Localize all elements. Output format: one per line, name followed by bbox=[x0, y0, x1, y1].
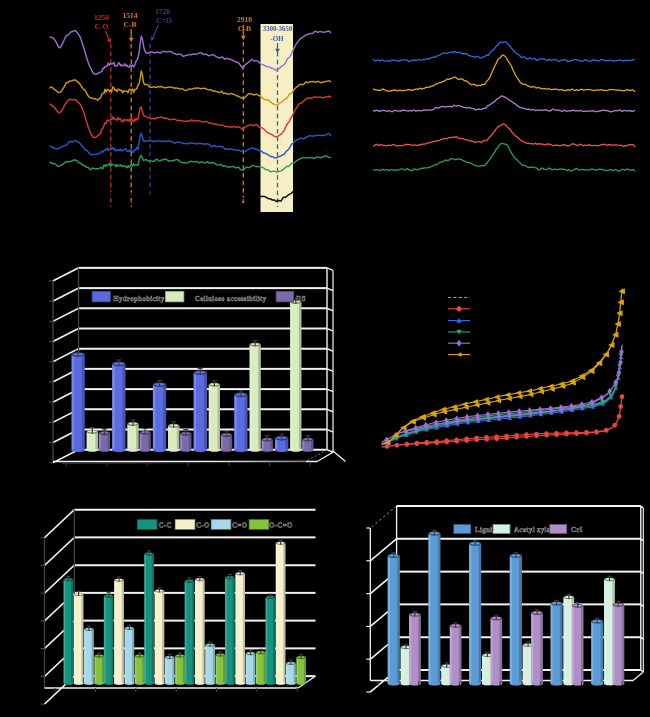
svg-text:1250: 1250 bbox=[94, 13, 109, 22]
svg-text:Acetyl xylan: Acetyl xylan bbox=[514, 526, 555, 534]
svg-text:2910: 2910 bbox=[237, 15, 252, 24]
svg-text:Lignin: Lignin bbox=[475, 526, 497, 534]
svg-text:CrI: CrI bbox=[571, 526, 583, 534]
svg-text:C-O: C-O bbox=[196, 522, 210, 530]
svg-text:O-C=O: O-C=O bbox=[269, 522, 293, 530]
svg-text:-OH: -OH bbox=[270, 35, 284, 43]
svg-text:C=O: C=O bbox=[232, 522, 248, 530]
svg-text:C-B: C-B bbox=[124, 20, 137, 29]
svg-text:3300-3650: 3300-3650 bbox=[263, 26, 293, 33]
svg-text:C-C: C-C bbox=[159, 522, 172, 530]
svg-text:Hydrophobicity: Hydrophobicity bbox=[113, 295, 165, 303]
svg-text:1514: 1514 bbox=[123, 11, 138, 20]
svg-text:1728: 1728 bbox=[155, 7, 170, 16]
svg-text:C=O: C=O bbox=[156, 16, 172, 25]
svg-text:Cellulose accessibility: Cellulose accessibility bbox=[195, 295, 267, 303]
svg-text:C-B: C-B bbox=[238, 24, 251, 33]
svg-text:DS: DS bbox=[296, 295, 306, 303]
svg-text:C-O: C-O bbox=[95, 22, 109, 31]
